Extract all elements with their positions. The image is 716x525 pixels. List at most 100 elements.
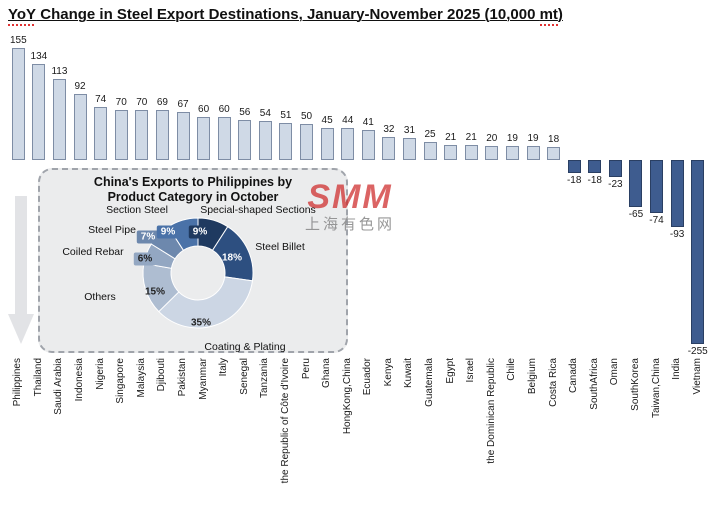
x-axis-label: Philippines	[12, 358, 24, 407]
bar-value-label: 41	[362, 117, 374, 129]
bar-value-label: -23	[608, 178, 623, 190]
x-axis-label: the Dominican Republic	[485, 358, 497, 464]
x-axis-label: HongKong,China	[341, 358, 353, 435]
bar	[197, 116, 211, 160]
bar	[155, 110, 169, 160]
bar	[217, 116, 231, 160]
bar	[135, 109, 149, 160]
x-axis-label: Peru	[300, 358, 312, 380]
bar-value-label: 19	[506, 133, 518, 145]
x-axis-label: Pakistan	[177, 358, 188, 397]
bar	[11, 48, 25, 160]
bar-value-label: 21	[445, 131, 457, 143]
x-axis-label: Israel	[465, 358, 477, 383]
bar	[485, 145, 499, 160]
x-axis-label: Thailand	[32, 358, 44, 397]
bar	[73, 93, 87, 160]
x-axis-label: Oman	[609, 358, 621, 386]
bar-value-label: -18	[566, 174, 582, 186]
bar-value-label: 51	[280, 110, 292, 122]
bar	[691, 160, 705, 344]
bar	[176, 111, 190, 160]
bar	[567, 160, 581, 173]
bar-value-label: 54	[259, 108, 271, 120]
x-axis-label: Canada	[568, 358, 580, 394]
bar-value-label: 69	[156, 97, 168, 109]
x-axis-label: Kenya	[382, 358, 394, 387]
title-part-mt: mt	[539, 6, 558, 23]
x-axis-label: Chile	[506, 358, 518, 381]
bar	[114, 109, 128, 160]
bar-value-label: 92	[74, 80, 86, 92]
bar-value-label: 113	[51, 65, 68, 77]
bar-value-label: -65	[628, 208, 644, 220]
bar-value-label: 18	[548, 134, 560, 146]
bar	[382, 136, 396, 160]
bar	[444, 144, 458, 160]
bar	[608, 160, 622, 177]
down-arrow-shaft	[15, 196, 27, 314]
bar-value-label: 19	[527, 133, 539, 145]
chart-title: YoY Change in Steel Export Destinations,…	[8, 6, 563, 23]
bar	[464, 144, 478, 160]
x-axis-label: Taiwan,China	[650, 358, 662, 419]
x-axis-label: Guatemala	[424, 358, 436, 407]
pie-title-line-1: China's Exports to Philippines by	[93, 175, 293, 189]
x-axis-label: Senegal	[238, 358, 250, 395]
x-axis-label: Djibouti	[156, 358, 168, 392]
x-axis-label: Belgium	[527, 358, 538, 395]
bar	[300, 124, 314, 160]
bar-value-label: 32	[383, 123, 395, 135]
x-axis-label: Costa Rica	[547, 358, 559, 407]
bar	[650, 160, 664, 214]
bar-value-label: 21	[465, 131, 477, 143]
bar-value-label: 60	[218, 103, 230, 115]
bar	[670, 160, 684, 227]
down-arrow-head	[8, 314, 34, 344]
x-axis-label: Kuwait	[403, 358, 415, 389]
x-axis-label: Myanmar	[197, 358, 209, 400]
bar-value-label: 60	[198, 103, 210, 115]
bar	[547, 147, 561, 160]
x-axis-label: Saudi Arabia	[53, 358, 65, 415]
bar-value-label: -74	[649, 215, 664, 227]
bar	[32, 63, 46, 160]
bar	[423, 142, 437, 160]
bar-value-label: 67	[177, 98, 189, 110]
x-axis-label: Nigeria	[94, 358, 106, 390]
donut-slice	[158, 276, 254, 329]
x-axis-label: the Republic of Côte d'Ivoire	[279, 358, 291, 484]
bar	[402, 137, 416, 160]
x-axis-label: SouthKorea	[629, 358, 641, 411]
x-axis-label: Italy	[218, 358, 230, 377]
bar-value-label: -18	[587, 174, 602, 186]
bar-value-label: 56	[239, 106, 251, 118]
bar-value-label: 134	[30, 50, 48, 62]
bar	[238, 119, 252, 160]
bar-value-label: 25	[424, 129, 436, 140]
x-axis-label: Vietnam	[691, 358, 703, 395]
bar	[588, 160, 602, 173]
x-axis-label: Ghana	[321, 358, 333, 389]
title-part-yoy: YoY	[8, 6, 37, 23]
bar-value-label: -255	[687, 345, 708, 357]
bar	[258, 121, 272, 160]
x-axis-label: India	[671, 358, 683, 380]
title-part-main: Change in Steel Export Destinations, Jan…	[36, 6, 540, 23]
bar	[94, 106, 108, 160]
title-part-paren: )	[557, 6, 563, 23]
bar	[320, 127, 334, 160]
bar-value-label: 31	[403, 124, 416, 136]
bar	[361, 130, 375, 160]
pie-title-line-2: Product Category in October	[107, 190, 279, 204]
x-axis-label: Ecuador	[362, 358, 374, 396]
bar	[629, 160, 643, 207]
donut-chart	[142, 217, 254, 329]
x-axis-label: Malaysia	[135, 358, 147, 398]
x-axis-label: Singapore	[115, 358, 127, 404]
bar	[505, 146, 519, 160]
bar-value-label: 20	[486, 132, 498, 144]
down-arrow-watermark	[8, 196, 34, 346]
